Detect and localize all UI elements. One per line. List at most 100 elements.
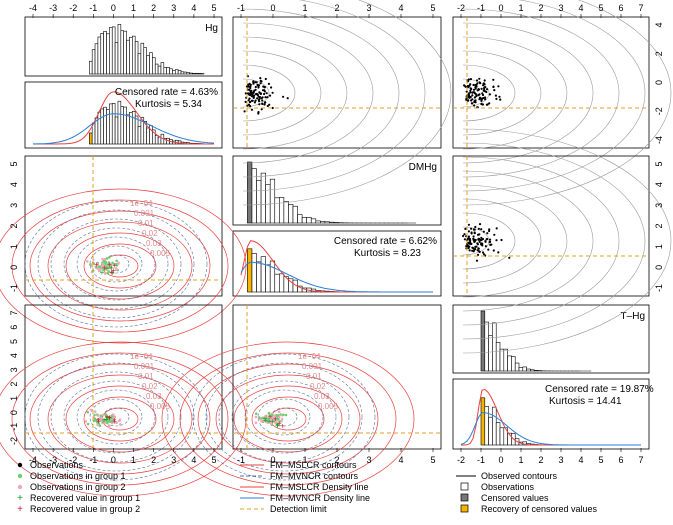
- tick-label: 0: [111, 455, 116, 465]
- hist-bar-recovered: [279, 273, 285, 293]
- hist-bar: [169, 68, 173, 75]
- group2-point: [271, 421, 274, 424]
- tick-label: 0: [9, 410, 19, 415]
- group1-point: [114, 262, 118, 266]
- observation-point: [483, 83, 486, 86]
- observation-point: [484, 96, 487, 99]
- observed-contour: [462, 0, 646, 192]
- hist-bar: [197, 73, 202, 75]
- group2-point: [113, 415, 116, 419]
- observation-point: [488, 93, 491, 96]
- group1-point: [273, 418, 276, 421]
- hist-bar: [315, 220, 321, 224]
- mvncr-contour: [205, 362, 363, 472]
- diag-var-label: DMHg: [409, 162, 437, 173]
- tick-label: -1: [654, 284, 664, 292]
- tick-label: -4: [29, 455, 37, 465]
- recovered-group2-marker: +: [111, 266, 116, 275]
- hist-bar: [320, 221, 326, 224]
- tick-label: -1: [89, 3, 97, 13]
- recovered-group1-marker: +: [105, 264, 110, 273]
- observation-point: [469, 78, 472, 81]
- legend-marker: +: [17, 504, 23, 515]
- tick-label: 4: [578, 455, 583, 465]
- group2-point: [97, 269, 101, 273]
- observed-contour: [462, 198, 542, 284]
- observation-point: [467, 93, 470, 96]
- recovered-group1-marker: +: [110, 269, 115, 278]
- recovered-group2-marker: +: [107, 413, 112, 422]
- hist-bar: [526, 368, 531, 372]
- observation-point: [499, 98, 502, 101]
- hist-bar: [111, 26, 116, 75]
- observed-contour: [462, 50, 542, 136]
- legend-label: Observations in group 1: [30, 471, 126, 481]
- contour-label: 0.02: [142, 229, 158, 238]
- legend-label: FM–MVNCR contours: [270, 471, 359, 481]
- contour-label: 0.005: [150, 249, 171, 258]
- mslcr-contour: [179, 352, 397, 486]
- upper-panel-frame-0: [232, 16, 442, 149]
- observation-point: [488, 238, 492, 241]
- observation-point: [488, 241, 491, 244]
- contour-label: 0.005: [150, 402, 171, 411]
- observation-point: [484, 240, 487, 243]
- observation-point: [467, 223, 470, 226]
- observation-point: [469, 242, 472, 246]
- hist-bar: [507, 355, 512, 372]
- observation-point: [469, 83, 472, 86]
- hist-bar-recovered: [126, 114, 130, 145]
- tick-label: 1: [131, 3, 136, 13]
- censored-rate-label: Censored rate = 19.87%: [545, 384, 654, 395]
- hist-bar: [288, 204, 294, 224]
- tick-label: 1: [518, 455, 523, 465]
- group2-point: [277, 410, 281, 414]
- observed-contour: [462, 0, 672, 206]
- group2-point: [254, 421, 258, 425]
- contour-label: 0.001: [134, 209, 155, 218]
- group1-point: [112, 420, 115, 423]
- tick-label: 4: [398, 3, 403, 13]
- mvncr-contour: [231, 380, 337, 454]
- observed-contour: [462, 142, 646, 340]
- recovered-group2-marker: +: [96, 417, 101, 426]
- tick-label: 3: [9, 367, 19, 372]
- contour-label: 0.01: [138, 372, 154, 381]
- tick-label: -1: [9, 423, 19, 431]
- diag-bottom-frame-0: [24, 81, 223, 149]
- tick-label: 4: [654, 22, 664, 27]
- hist-bar: [94, 43, 99, 75]
- group2-point: [90, 264, 94, 268]
- group1-point: [111, 261, 114, 265]
- group2-point: [274, 420, 278, 424]
- mslcr-contour: [197, 363, 379, 475]
- recovered-group1-marker: +: [275, 421, 280, 430]
- observation-point: [492, 78, 495, 81]
- group2-point: [254, 415, 258, 419]
- observation-point: [466, 84, 470, 88]
- tick-label: -2: [69, 3, 77, 13]
- group2-point: [101, 257, 104, 261]
- tick-label: 3: [171, 455, 176, 465]
- hist-bar: [129, 36, 133, 75]
- recovered-group1-marker: +: [100, 268, 105, 277]
- observation-point: [474, 248, 477, 251]
- contour-label: 0.03: [146, 392, 162, 401]
- density-line-mvncr: [240, 261, 433, 293]
- tick-label: 2: [151, 3, 156, 13]
- observation-point: [468, 249, 471, 252]
- observation-point: [260, 80, 263, 83]
- tick-label: 4: [9, 182, 19, 187]
- hist-bar: [172, 70, 176, 75]
- group2-point: [92, 258, 95, 261]
- observation-point: [476, 89, 479, 92]
- hist-bar-recovered: [154, 135, 159, 145]
- observed-contour: [242, 22, 374, 164]
- group2-point: [280, 417, 284, 421]
- tick-label: 5: [9, 161, 19, 166]
- tick-label: 7: [9, 310, 19, 315]
- mslcr-contour: [83, 396, 157, 442]
- group2-point: [108, 424, 111, 428]
- contour-label: 0.01: [138, 219, 154, 228]
